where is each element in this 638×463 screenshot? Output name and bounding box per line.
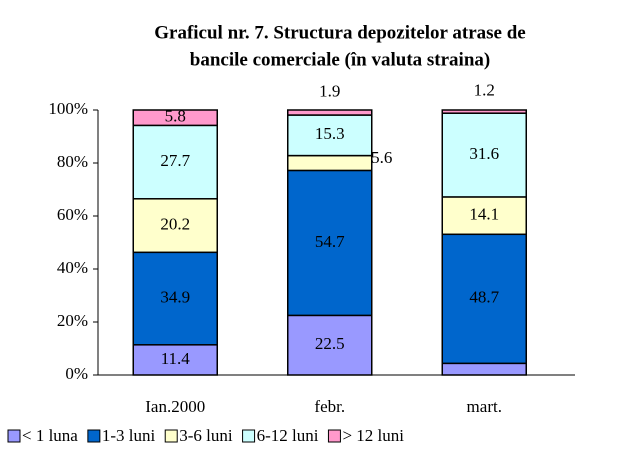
data-label: 31.6 — [469, 144, 499, 163]
bar-segment — [132, 124, 218, 200]
bar-segment — [132, 198, 218, 254]
y-tick-label: 100% — [48, 99, 88, 118]
y-tick-label: 80% — [57, 152, 88, 171]
legend-label: 3-6 luni — [179, 426, 233, 445]
bar-segment — [287, 154, 373, 172]
y-tick-label: 20% — [57, 311, 88, 330]
data-label: 15.3 — [315, 124, 345, 143]
bar-segment — [132, 109, 218, 127]
data-label: 22.5 — [315, 334, 345, 353]
y-tick-label: 40% — [57, 258, 88, 277]
bar-segment — [132, 251, 218, 346]
x-tick-label: Ian.2000 — [145, 397, 205, 416]
data-label: 48.7 — [469, 288, 499, 307]
data-label: 5.8 — [165, 107, 186, 126]
data-label: 1.9 — [319, 81, 340, 100]
legend-label: 1-3 luni — [102, 426, 156, 445]
data-label: 1.2 — [474, 80, 495, 99]
bar-segment — [287, 314, 373, 376]
legend-swatch — [327, 429, 341, 443]
data-label: 34.9 — [160, 287, 190, 306]
bar-segment — [441, 196, 527, 236]
chart-title: Graficul nr. 7. Structura depozitelor at… — [154, 22, 526, 43]
data-label: 11.4 — [161, 349, 191, 368]
y-tick-label: 0% — [65, 364, 88, 383]
x-tick-label: mart. — [467, 397, 502, 416]
bar-segment — [441, 112, 527, 198]
bar-segment — [132, 344, 218, 376]
legend-label: > 12 luni — [342, 426, 404, 445]
data-label: 20.2 — [160, 214, 190, 233]
legend-label: < 1 luna — [22, 426, 78, 445]
data-label: 5.6 — [371, 148, 392, 167]
x-tick-label: febr. — [314, 397, 345, 416]
legend-label: 6-12 luni — [257, 426, 319, 445]
bar-segment — [441, 362, 527, 376]
chart-title: bancile comerciale (în valuta straina) — [190, 49, 490, 70]
legend-swatch — [7, 429, 21, 443]
legend-swatch — [164, 429, 178, 443]
bar-segment — [287, 109, 373, 116]
bar-segment — [441, 109, 527, 114]
data-label: 14.1 — [469, 205, 499, 224]
data-label: 27.7 — [160, 151, 190, 170]
legend-swatch — [87, 429, 101, 443]
y-tick-label: 60% — [57, 205, 88, 224]
legend-swatch — [242, 429, 256, 443]
data-label: 54.7 — [315, 232, 345, 251]
